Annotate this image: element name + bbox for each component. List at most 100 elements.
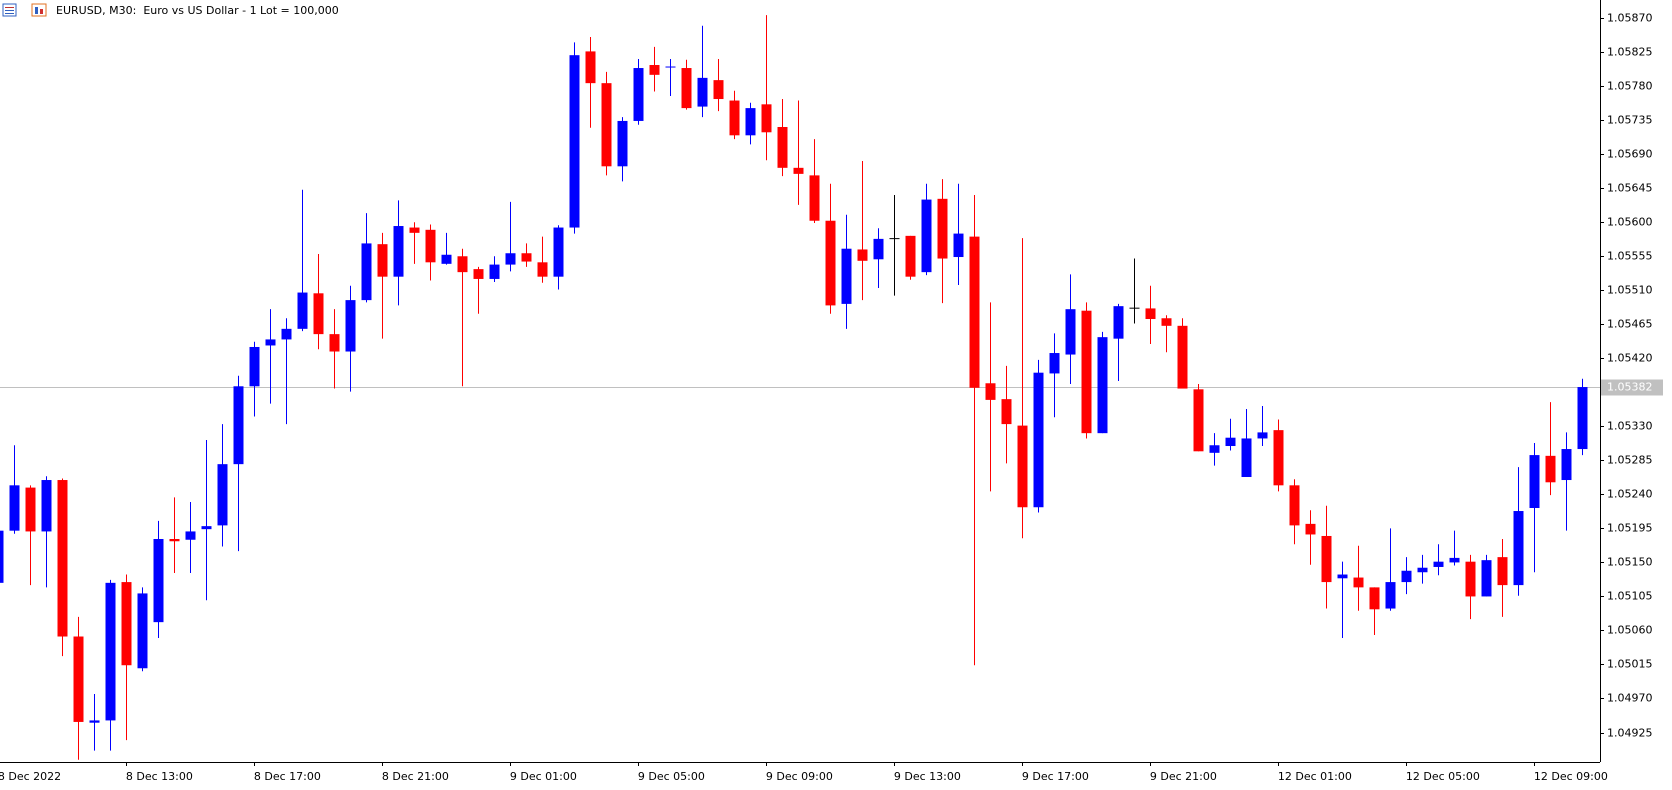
candle-body: [1497, 557, 1508, 586]
candle-body: [297, 292, 308, 329]
candle-body: [745, 108, 756, 136]
y-tick-label: 1.05555: [1607, 250, 1653, 263]
candle-body: [905, 235, 916, 277]
y-tick-label: 1.05150: [1607, 556, 1653, 569]
candle-body: [649, 65, 660, 75]
candle-body: [1545, 455, 1556, 483]
y-tick-label: 1.05015: [1607, 658, 1653, 671]
candle-body: [1353, 577, 1364, 588]
y-tick-label: 1.05600: [1607, 216, 1653, 229]
y-tick-label: 1.05420: [1607, 352, 1653, 365]
candle-body: [409, 227, 420, 233]
candle-body: [1529, 455, 1540, 508]
chart-icon-bar: [35, 7, 38, 14]
candle-body: [1161, 318, 1172, 326]
candle-body: [1017, 425, 1028, 508]
x-tick-label: 9 Dec 21:00: [1150, 770, 1217, 783]
candle-body: [585, 51, 596, 84]
x-tick-label: 9 Dec 01:00: [510, 770, 577, 783]
candle-body: [265, 339, 276, 346]
candle-body: [1433, 561, 1444, 567]
candle-body: [169, 538, 180, 542]
candle-body: [1081, 310, 1092, 434]
candle-body: [521, 253, 532, 262]
candle-body: [1321, 535, 1332, 583]
candle-body: [137, 593, 148, 669]
candle-body: [1209, 445, 1220, 453]
candle-body: [1225, 437, 1236, 447]
candle-body: [617, 120, 628, 167]
candle-body: [1049, 353, 1060, 374]
candle-body: [1289, 485, 1300, 526]
candle-body: [681, 68, 692, 109]
candle-body: [1577, 387, 1588, 450]
candle-body: [1193, 389, 1204, 452]
y-tick-label: 1.05105: [1607, 590, 1653, 603]
candle-body: [601, 83, 612, 167]
candle-body: [0, 530, 4, 583]
candle-body: [105, 582, 116, 721]
candle-body: [1481, 560, 1492, 597]
y-tick-label: 1.05060: [1607, 624, 1653, 637]
candle-body: [25, 487, 36, 532]
candle-body: [1145, 308, 1156, 320]
candle-body: [1305, 523, 1316, 535]
x-tick-label: 12 Dec 01:00: [1278, 770, 1352, 783]
candle-body: [1001, 399, 1012, 425]
candle-body: [249, 346, 260, 387]
current-price-label: 1.05382: [1607, 381, 1653, 394]
candle-body: [313, 293, 324, 335]
current-price-box: [1601, 379, 1663, 396]
candle-body: [217, 464, 228, 526]
x-tick-label: 9 Dec 13:00: [894, 770, 961, 783]
candle-body: [121, 582, 132, 666]
candle-body: [441, 254, 452, 264]
candle-body: [1369, 587, 1380, 610]
y-tick-label: 1.05285: [1607, 454, 1653, 467]
candle-body: [969, 236, 980, 388]
candle-body: [937, 198, 948, 259]
x-tick-label: 8 Dec 2022: [0, 770, 61, 783]
x-tick-label: 9 Dec 17:00: [1022, 770, 1089, 783]
candle-body: [1033, 372, 1044, 508]
candle-body: [1129, 307, 1140, 309]
candle-body: [329, 334, 340, 352]
chart-title: EURUSD, M30: Euro vs US Dollar - 1 Lot =…: [56, 4, 339, 17]
x-tick-label: 9 Dec 05:00: [638, 770, 705, 783]
candle-body: [425, 229, 436, 263]
candle-body: [57, 480, 68, 637]
candle-body: [505, 253, 516, 265]
candle-body: [921, 199, 932, 273]
candle-body: [1513, 511, 1524, 586]
candle-body: [1177, 325, 1188, 389]
x-tick-label: 12 Dec 09:00: [1534, 770, 1608, 783]
candle-body: [553, 227, 564, 277]
candle-body: [665, 66, 676, 68]
candle-body: [729, 100, 740, 136]
candle-body: [1401, 570, 1412, 583]
x-tick-label: 8 Dec 13:00: [126, 770, 193, 783]
y-tick-label: 1.05645: [1607, 182, 1653, 195]
y-tick-label: 1.05510: [1607, 284, 1653, 297]
y-tick-label: 1.05195: [1607, 522, 1653, 535]
candle-body: [1241, 438, 1252, 478]
candle-body: [393, 226, 404, 277]
candle-body: [713, 80, 724, 100]
candle-body: [953, 233, 964, 258]
candle-body: [873, 238, 884, 260]
candle-body: [457, 256, 468, 273]
candle-body: [537, 262, 548, 277]
chart-icon[interactable]: [31, 3, 47, 17]
menu-icons[interactable]: [2, 3, 47, 17]
x-tick-label: 8 Dec 21:00: [382, 770, 449, 783]
x-tick-label: 9 Dec 09:00: [766, 770, 833, 783]
y-tick-label: 1.05735: [1607, 114, 1653, 127]
candle-body: [153, 538, 164, 623]
candle-body: [9, 485, 20, 531]
candle-body: [201, 526, 212, 530]
x-tick-label: 12 Dec 05:00: [1406, 770, 1480, 783]
candle-body: [889, 238, 900, 240]
y-tick-label: 1.04925: [1607, 727, 1653, 740]
